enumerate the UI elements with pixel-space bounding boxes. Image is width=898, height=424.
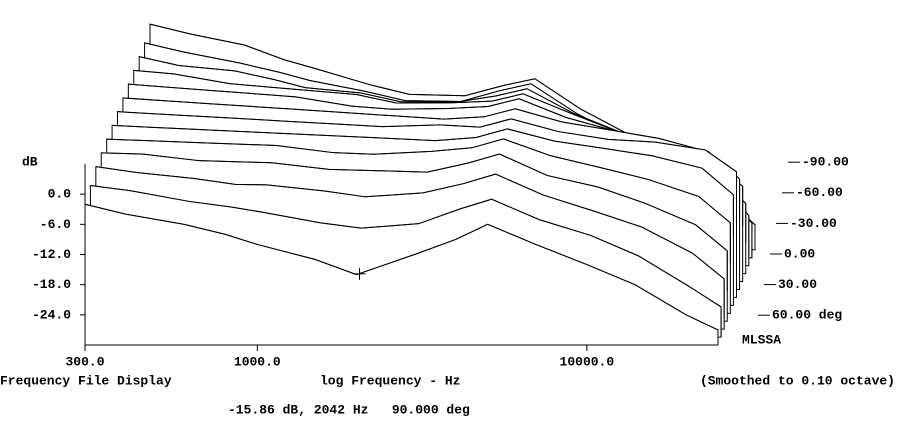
response-curve [112,124,734,196]
y-tick-label: -6.0 [40,217,71,232]
cursor-readout: -15.86 dB, 2042 Hz 90.000 deg [228,402,470,417]
x-tick-label: 300.0 [65,354,104,369]
y-tick-label: -24.0 [32,307,71,322]
cursor-marker [353,267,366,280]
response-curve [90,184,722,308]
depth-tick-label: 60.00 deg [772,308,842,323]
response-curve [122,97,740,180]
depth-tick-label: -60.00 [796,185,843,200]
y-tick-label: -18.0 [32,277,71,292]
depth-tick-label: 30.00 [778,277,817,292]
y-tick-label: -12.0 [32,247,71,262]
depth-tick-label: -90.00 [802,155,849,170]
response-curve [117,111,737,173]
y-tick-label: 0.0 [48,187,72,202]
x-axis-label: log Frequency - Hz [320,373,460,388]
caption-right: (Smoothed to 0.10 octave) [700,373,895,388]
caption-left: Frequency File Display [0,373,172,388]
y-axis-label: dB [22,154,38,169]
response-curve [106,138,731,224]
brand: MLSSA [742,332,781,347]
response-curve [84,203,719,331]
depth-tick-label: 0.00 [784,246,815,261]
x-tick-label: 10000.0 [560,354,615,369]
response-curve [95,166,725,280]
x-tick-label: 1000.0 [234,354,281,369]
response-curve [101,152,728,252]
depth-tick-label: -30.00 [790,216,837,231]
